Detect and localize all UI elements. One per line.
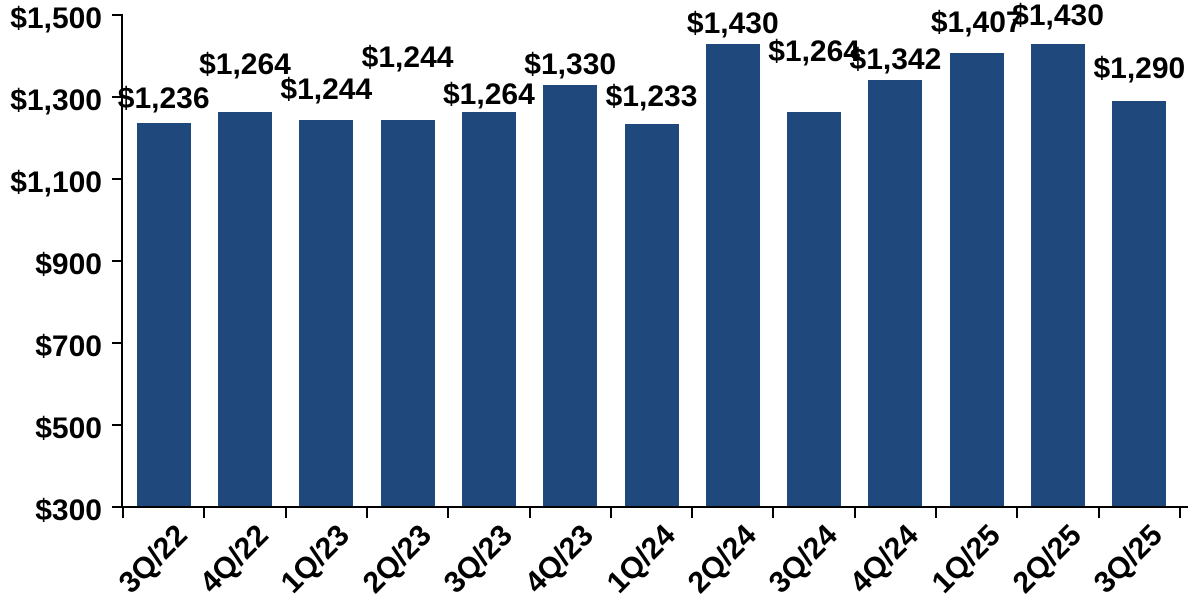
y-axis-tick bbox=[112, 14, 121, 16]
bar bbox=[136, 123, 191, 506]
bar-value-label: $1,264 bbox=[768, 34, 860, 68]
x-axis-tick bbox=[122, 508, 124, 518]
x-axis-tick bbox=[1097, 508, 1100, 518]
y-axis-tick bbox=[112, 178, 121, 180]
y-axis-tick bbox=[112, 342, 121, 344]
bar-value-label: $1,264 bbox=[199, 47, 291, 81]
bar bbox=[1112, 101, 1167, 506]
y-axis-tick-label: $1,300 bbox=[10, 84, 102, 117]
bar bbox=[461, 111, 516, 506]
x-axis-tick bbox=[609, 508, 612, 518]
bar-value-label: $1,236 bbox=[117, 82, 210, 116]
bar bbox=[1031, 43, 1086, 506]
x-axis-tick bbox=[365, 508, 368, 518]
bar-value-label: $1,233 bbox=[605, 80, 698, 114]
x-axis-tick bbox=[284, 508, 287, 518]
bar-value-label: $1,342 bbox=[849, 42, 942, 76]
y-axis-tick bbox=[112, 260, 121, 262]
x-axis-tick bbox=[1179, 508, 1181, 518]
bar-value-label: $1,330 bbox=[524, 47, 617, 81]
x-axis-tick bbox=[203, 508, 206, 518]
bar bbox=[949, 53, 1004, 506]
y-axis-tick-label: $500 bbox=[35, 412, 102, 445]
bar bbox=[380, 119, 435, 506]
bar bbox=[868, 79, 923, 506]
x-axis-tick bbox=[935, 508, 938, 518]
y-axis-tick bbox=[112, 424, 121, 426]
x-axis-tick bbox=[853, 508, 856, 518]
x-axis-tick bbox=[528, 508, 531, 518]
bar-value-label: $1,407 bbox=[930, 6, 1023, 40]
bar-value-label: $1,430 bbox=[686, 6, 779, 40]
y-axis-tick-label: $700 bbox=[35, 330, 102, 363]
bar bbox=[217, 111, 272, 506]
bar-value-label: $1,430 bbox=[1012, 0, 1104, 32]
y-axis-tick-label: $300 bbox=[35, 494, 102, 527]
y-axis-tick bbox=[112, 506, 121, 508]
x-axis-tick bbox=[772, 508, 775, 518]
bar bbox=[787, 111, 842, 506]
bar bbox=[705, 43, 760, 506]
x-axis-tick bbox=[1016, 508, 1019, 518]
bar-value-label: $1,244 bbox=[280, 72, 373, 106]
y-axis-tick bbox=[112, 96, 121, 98]
bar-value-label: $1,290 bbox=[1093, 52, 1186, 86]
x-axis-line bbox=[121, 506, 1188, 508]
y-axis-tick-label: $1,100 bbox=[10, 166, 102, 199]
x-axis-tick bbox=[447, 508, 450, 518]
y-axis-tick-label: $900 bbox=[35, 248, 102, 281]
bar-value-label: $1,244 bbox=[361, 40, 454, 74]
x-axis-tick bbox=[691, 508, 694, 518]
bar bbox=[624, 124, 679, 506]
y-axis-tick-label: $1,500 bbox=[10, 2, 102, 35]
bar bbox=[299, 119, 354, 506]
bar-value-label: $1,264 bbox=[442, 77, 535, 111]
bar bbox=[543, 84, 598, 506]
y-axis-line bbox=[121, 14, 123, 508]
